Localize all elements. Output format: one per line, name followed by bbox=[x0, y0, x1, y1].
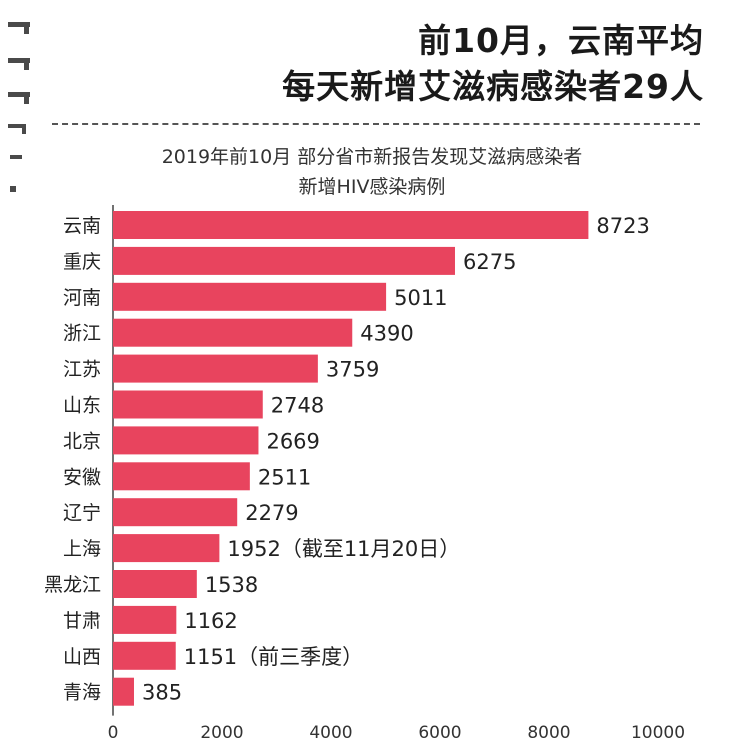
value-label: 1952（截至11月20日） bbox=[227, 537, 460, 561]
bar bbox=[113, 390, 263, 419]
category-label: 上海 bbox=[63, 538, 101, 560]
category-label: 河南 bbox=[63, 287, 101, 309]
bar bbox=[113, 498, 238, 527]
category-label: 安徽 bbox=[63, 466, 101, 488]
value-label: 1538 bbox=[205, 573, 258, 597]
bar bbox=[113, 677, 134, 706]
headline-line1: 前10月，云南平均 bbox=[418, 21, 704, 60]
value-label: 5011 bbox=[394, 286, 447, 310]
chart-title-block: 2019年前10月 部分省市新报告发现艾滋病感染者 新增HIV感染病例 bbox=[0, 142, 744, 202]
bar bbox=[113, 354, 318, 383]
value-label: 2748 bbox=[271, 394, 324, 418]
x-tick-label: 6000 bbox=[418, 723, 461, 743]
category-label: 甘肃 bbox=[63, 610, 101, 632]
category-label: 北京 bbox=[63, 430, 101, 452]
value-label: 1162 bbox=[184, 609, 237, 633]
category-label: 云南 bbox=[63, 215, 101, 237]
chart-subtitle: 新增HIV感染病例 bbox=[298, 176, 446, 198]
left-edge-decoration bbox=[8, 22, 30, 192]
category-label: 辽宁 bbox=[63, 502, 101, 524]
bar bbox=[113, 282, 387, 311]
dashed-divider bbox=[52, 123, 700, 125]
value-label: 6275 bbox=[463, 250, 516, 274]
bar bbox=[113, 534, 220, 563]
x-tick-label: 2000 bbox=[200, 723, 243, 743]
value-label: 2279 bbox=[245, 501, 298, 525]
bar bbox=[113, 426, 259, 455]
x-tick-label: 8000 bbox=[527, 723, 570, 743]
headline: 前10月，云南平均 每天新增艾滋病感染者29人 bbox=[282, 18, 704, 110]
bar bbox=[113, 318, 353, 347]
value-label: 2669 bbox=[266, 429, 319, 453]
bar bbox=[113, 246, 455, 275]
category-label: 青海 bbox=[63, 682, 101, 704]
value-label: 2511 bbox=[258, 465, 311, 489]
value-label: 4390 bbox=[360, 322, 413, 346]
x-tick-label: 0 bbox=[108, 723, 119, 743]
category-label: 黑龙江 bbox=[44, 574, 101, 596]
bar bbox=[113, 211, 589, 239]
chart-title: 2019年前10月 部分省市新报告发现艾滋病感染者 bbox=[161, 146, 583, 168]
category-label: 江苏 bbox=[63, 359, 101, 381]
bar bbox=[113, 462, 250, 491]
bar bbox=[113, 570, 197, 598]
value-label: 8723 bbox=[596, 214, 649, 238]
value-label: 385 bbox=[142, 681, 182, 705]
category-label: 山东 bbox=[63, 395, 101, 417]
category-label: 重庆 bbox=[63, 251, 101, 273]
category-label: 浙江 bbox=[63, 323, 101, 345]
headline-line2: 每天新增艾滋病感染者29人 bbox=[282, 67, 704, 106]
category-label: 山西 bbox=[63, 646, 101, 668]
value-label: 1151（前三季度） bbox=[184, 645, 363, 669]
value-label: 3759 bbox=[326, 358, 379, 382]
bar bbox=[113, 641, 176, 670]
x-tick-label: 10000 bbox=[631, 723, 685, 743]
x-tick-label: 4000 bbox=[309, 723, 352, 743]
bar bbox=[113, 605, 177, 634]
